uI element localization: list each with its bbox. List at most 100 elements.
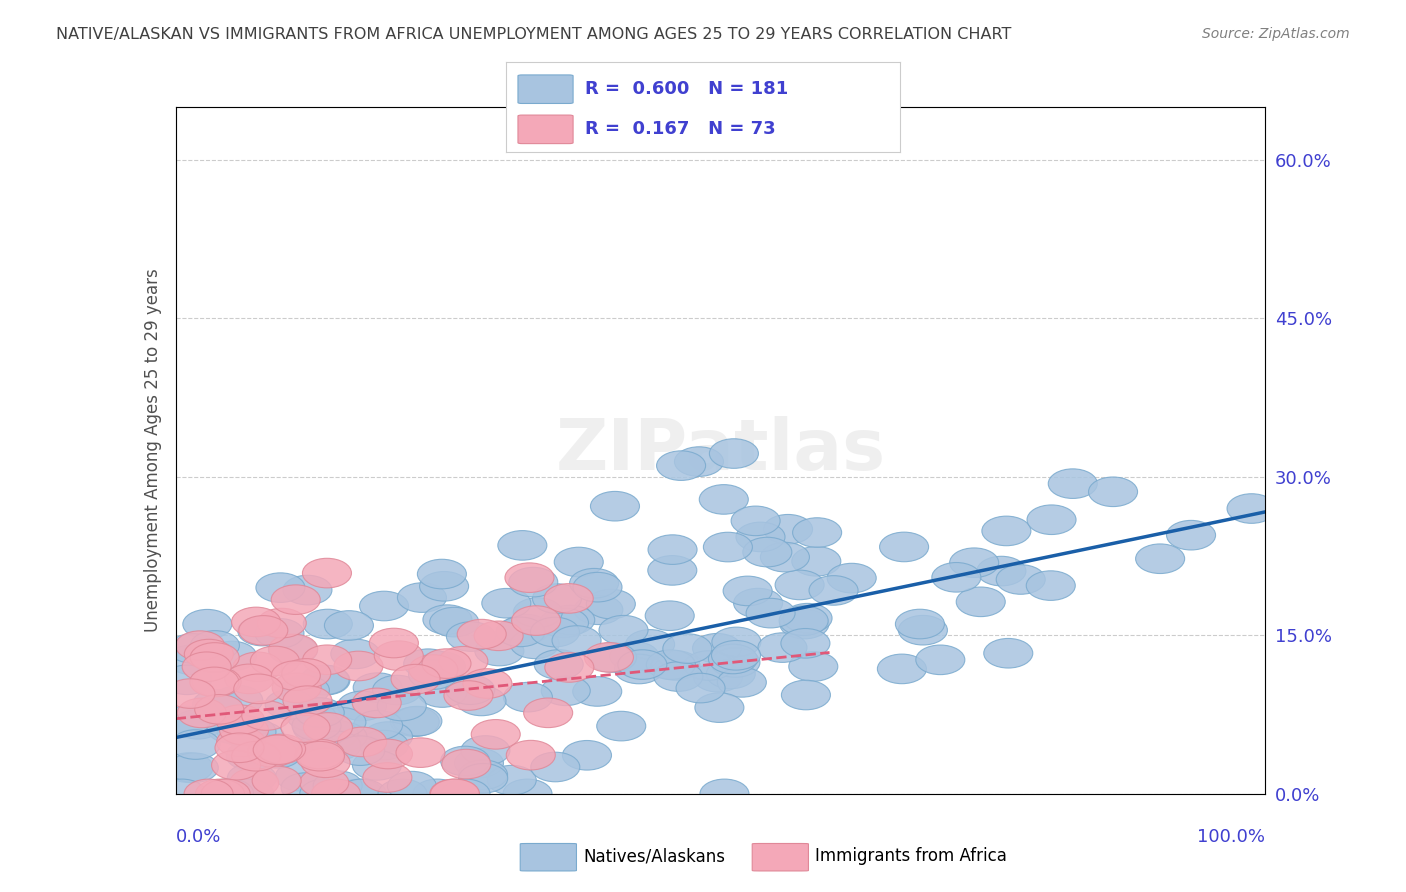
Ellipse shape (444, 681, 494, 710)
Ellipse shape (780, 609, 830, 639)
Ellipse shape (163, 665, 211, 695)
Ellipse shape (208, 641, 257, 671)
Ellipse shape (503, 682, 553, 712)
Ellipse shape (193, 667, 240, 697)
Ellipse shape (195, 779, 245, 809)
Ellipse shape (281, 713, 330, 742)
Ellipse shape (782, 681, 831, 710)
Ellipse shape (183, 652, 231, 681)
Ellipse shape (586, 590, 636, 619)
Ellipse shape (247, 738, 297, 767)
Ellipse shape (709, 644, 758, 673)
Ellipse shape (475, 636, 524, 665)
Ellipse shape (337, 691, 387, 721)
Ellipse shape (617, 649, 666, 680)
Ellipse shape (373, 675, 422, 705)
Ellipse shape (447, 622, 495, 651)
Ellipse shape (302, 558, 352, 588)
Ellipse shape (409, 655, 458, 684)
Ellipse shape (225, 664, 274, 694)
Ellipse shape (422, 648, 471, 679)
Ellipse shape (657, 450, 706, 481)
Ellipse shape (280, 675, 329, 705)
Ellipse shape (546, 605, 595, 635)
Ellipse shape (430, 779, 479, 809)
Ellipse shape (569, 568, 619, 598)
Ellipse shape (266, 690, 314, 719)
Ellipse shape (711, 640, 761, 670)
Ellipse shape (193, 690, 242, 719)
Ellipse shape (1026, 571, 1076, 600)
Ellipse shape (360, 731, 409, 760)
Ellipse shape (949, 548, 998, 577)
Ellipse shape (458, 764, 508, 793)
Ellipse shape (283, 686, 332, 715)
Ellipse shape (651, 650, 700, 681)
Ellipse shape (335, 651, 382, 681)
Ellipse shape (614, 654, 664, 684)
Ellipse shape (190, 667, 239, 697)
Ellipse shape (207, 714, 256, 743)
Ellipse shape (325, 611, 374, 640)
Ellipse shape (711, 648, 759, 677)
Ellipse shape (827, 564, 876, 593)
Ellipse shape (287, 702, 336, 731)
Ellipse shape (363, 763, 412, 792)
Ellipse shape (505, 563, 554, 592)
Ellipse shape (391, 706, 439, 737)
Ellipse shape (299, 779, 349, 809)
Ellipse shape (276, 762, 325, 791)
Ellipse shape (299, 768, 349, 797)
Ellipse shape (648, 535, 697, 565)
Ellipse shape (269, 635, 318, 665)
Ellipse shape (254, 618, 304, 648)
Ellipse shape (793, 517, 842, 548)
Ellipse shape (1167, 520, 1216, 550)
Ellipse shape (256, 734, 305, 764)
Ellipse shape (250, 646, 299, 676)
Ellipse shape (981, 516, 1031, 546)
Ellipse shape (239, 734, 288, 764)
Ellipse shape (316, 707, 366, 737)
Ellipse shape (226, 740, 276, 771)
Ellipse shape (662, 633, 711, 664)
Ellipse shape (780, 629, 830, 658)
Ellipse shape (932, 563, 981, 592)
Ellipse shape (783, 603, 832, 633)
Ellipse shape (312, 731, 361, 761)
Ellipse shape (574, 573, 621, 602)
Ellipse shape (391, 665, 440, 694)
Text: Immigrants from Africa: Immigrants from Africa (815, 847, 1007, 865)
Ellipse shape (169, 633, 218, 664)
Ellipse shape (370, 628, 419, 657)
Ellipse shape (731, 506, 780, 536)
Ellipse shape (418, 678, 467, 707)
Ellipse shape (1088, 477, 1137, 507)
Ellipse shape (292, 711, 342, 740)
Ellipse shape (337, 779, 387, 809)
Text: Natives/Alaskans: Natives/Alaskans (583, 847, 725, 865)
Ellipse shape (461, 736, 510, 765)
Ellipse shape (374, 640, 423, 671)
Ellipse shape (312, 779, 360, 809)
Ellipse shape (165, 753, 214, 782)
Ellipse shape (392, 706, 441, 736)
Ellipse shape (502, 615, 550, 644)
Ellipse shape (596, 711, 645, 741)
Ellipse shape (676, 673, 725, 703)
Ellipse shape (440, 747, 489, 776)
Ellipse shape (418, 559, 467, 589)
Ellipse shape (217, 727, 266, 757)
Ellipse shape (190, 642, 239, 673)
Ellipse shape (531, 752, 579, 781)
Ellipse shape (304, 609, 353, 639)
Ellipse shape (363, 722, 412, 751)
Ellipse shape (201, 779, 250, 809)
Ellipse shape (292, 736, 342, 765)
Ellipse shape (430, 779, 479, 809)
Ellipse shape (463, 669, 512, 698)
Ellipse shape (509, 567, 558, 597)
Ellipse shape (984, 639, 1033, 668)
Ellipse shape (157, 779, 207, 809)
Ellipse shape (302, 645, 352, 674)
